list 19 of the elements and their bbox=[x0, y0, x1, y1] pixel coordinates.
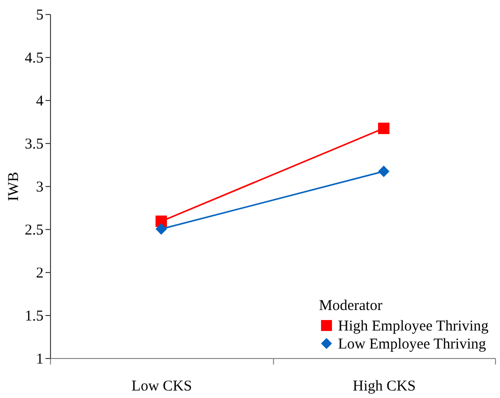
y-tick-label: 3 bbox=[36, 180, 44, 196]
y-tick-label: 1 bbox=[36, 352, 44, 368]
x-tick-label: Low CKS bbox=[132, 378, 192, 394]
y-axis-title: IWB bbox=[6, 172, 22, 202]
point bbox=[156, 216, 167, 227]
legend-label: High Employee Thriving bbox=[338, 318, 490, 334]
point bbox=[378, 166, 390, 178]
y-tick-label: 4.5 bbox=[24, 50, 44, 66]
y-tick-label: 4 bbox=[36, 94, 44, 110]
y-tick-label: 5 bbox=[36, 8, 44, 24]
y-tick-label: 2 bbox=[36, 266, 44, 282]
y-tick-label: 3.5 bbox=[24, 136, 44, 152]
legend-title: Moderator bbox=[319, 298, 382, 314]
y-tick-label: 2.5 bbox=[24, 222, 44, 238]
x-tick-label: High CKS bbox=[352, 378, 416, 394]
point bbox=[156, 223, 167, 235]
legend-label: Low Employee Thriving bbox=[338, 336, 487, 352]
y-tick-label: 1.5 bbox=[24, 308, 44, 324]
point bbox=[378, 122, 390, 134]
